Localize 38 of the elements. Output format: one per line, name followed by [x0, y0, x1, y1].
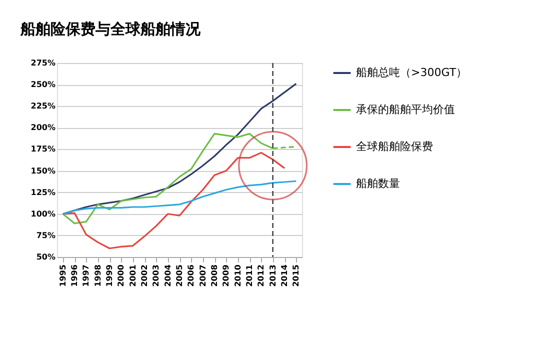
y-tick-label: 275% [30, 58, 56, 68]
line-series [62, 180, 297, 215]
x-tick-label: 2014 [280, 264, 289, 287]
x-tick-label: 1996 [70, 264, 79, 287]
legend-label: 全球船舶险保费 [356, 140, 433, 153]
chart-title: 船舶险保费与全球船舶情况 [19, 20, 202, 38]
x-tick-label: 2007 [198, 264, 208, 287]
y-tick-label: 75% [36, 230, 56, 240]
y-tick-label: 250% [30, 80, 56, 90]
y-tick-label: 175% [30, 144, 56, 154]
x-tick-label: 2012 [256, 264, 266, 287]
line-series [62, 152, 286, 250]
y-tick-label: 125% [30, 188, 56, 197]
x-tick-label: 1997 [82, 264, 91, 287]
x-tick-label: 2000 [116, 264, 126, 287]
y-tick-label: 100% [30, 209, 56, 218]
y-tick-label: 50% [36, 252, 56, 262]
x-tick-label: 1999 [105, 264, 114, 287]
y-tick-label: 200% [30, 123, 56, 132]
x-tick-label: 2001 [128, 264, 138, 287]
x-tick-label: 2011 [245, 264, 254, 287]
x-tick-label: 2002 [140, 264, 149, 287]
legend-label: 船舶数量 [356, 177, 400, 190]
x-tick-label: 2008 [210, 264, 219, 287]
x-tick-label: 1995 [58, 264, 68, 287]
x-tick-label: 2010 [233, 264, 242, 287]
y-tick-label: 150% [30, 166, 56, 176]
x-tick-label: 2003 [152, 264, 161, 287]
x-tick-label: 2015 [292, 264, 301, 287]
x-tick-label: 1998 [93, 264, 102, 287]
x-tick-label: 2006 [186, 264, 196, 287]
legend-label: 承保的船舶平均价值 [356, 103, 455, 116]
y-tick-label: 225% [30, 102, 56, 111]
x-tick-label: 2013 [268, 264, 278, 287]
x-tick-label: 2005 [175, 264, 184, 287]
x-tick-label: 2009 [222, 264, 231, 287]
legend-label: 船舶总吨（>300GT） [356, 66, 468, 79]
x-tick-label: 2004 [163, 264, 172, 287]
